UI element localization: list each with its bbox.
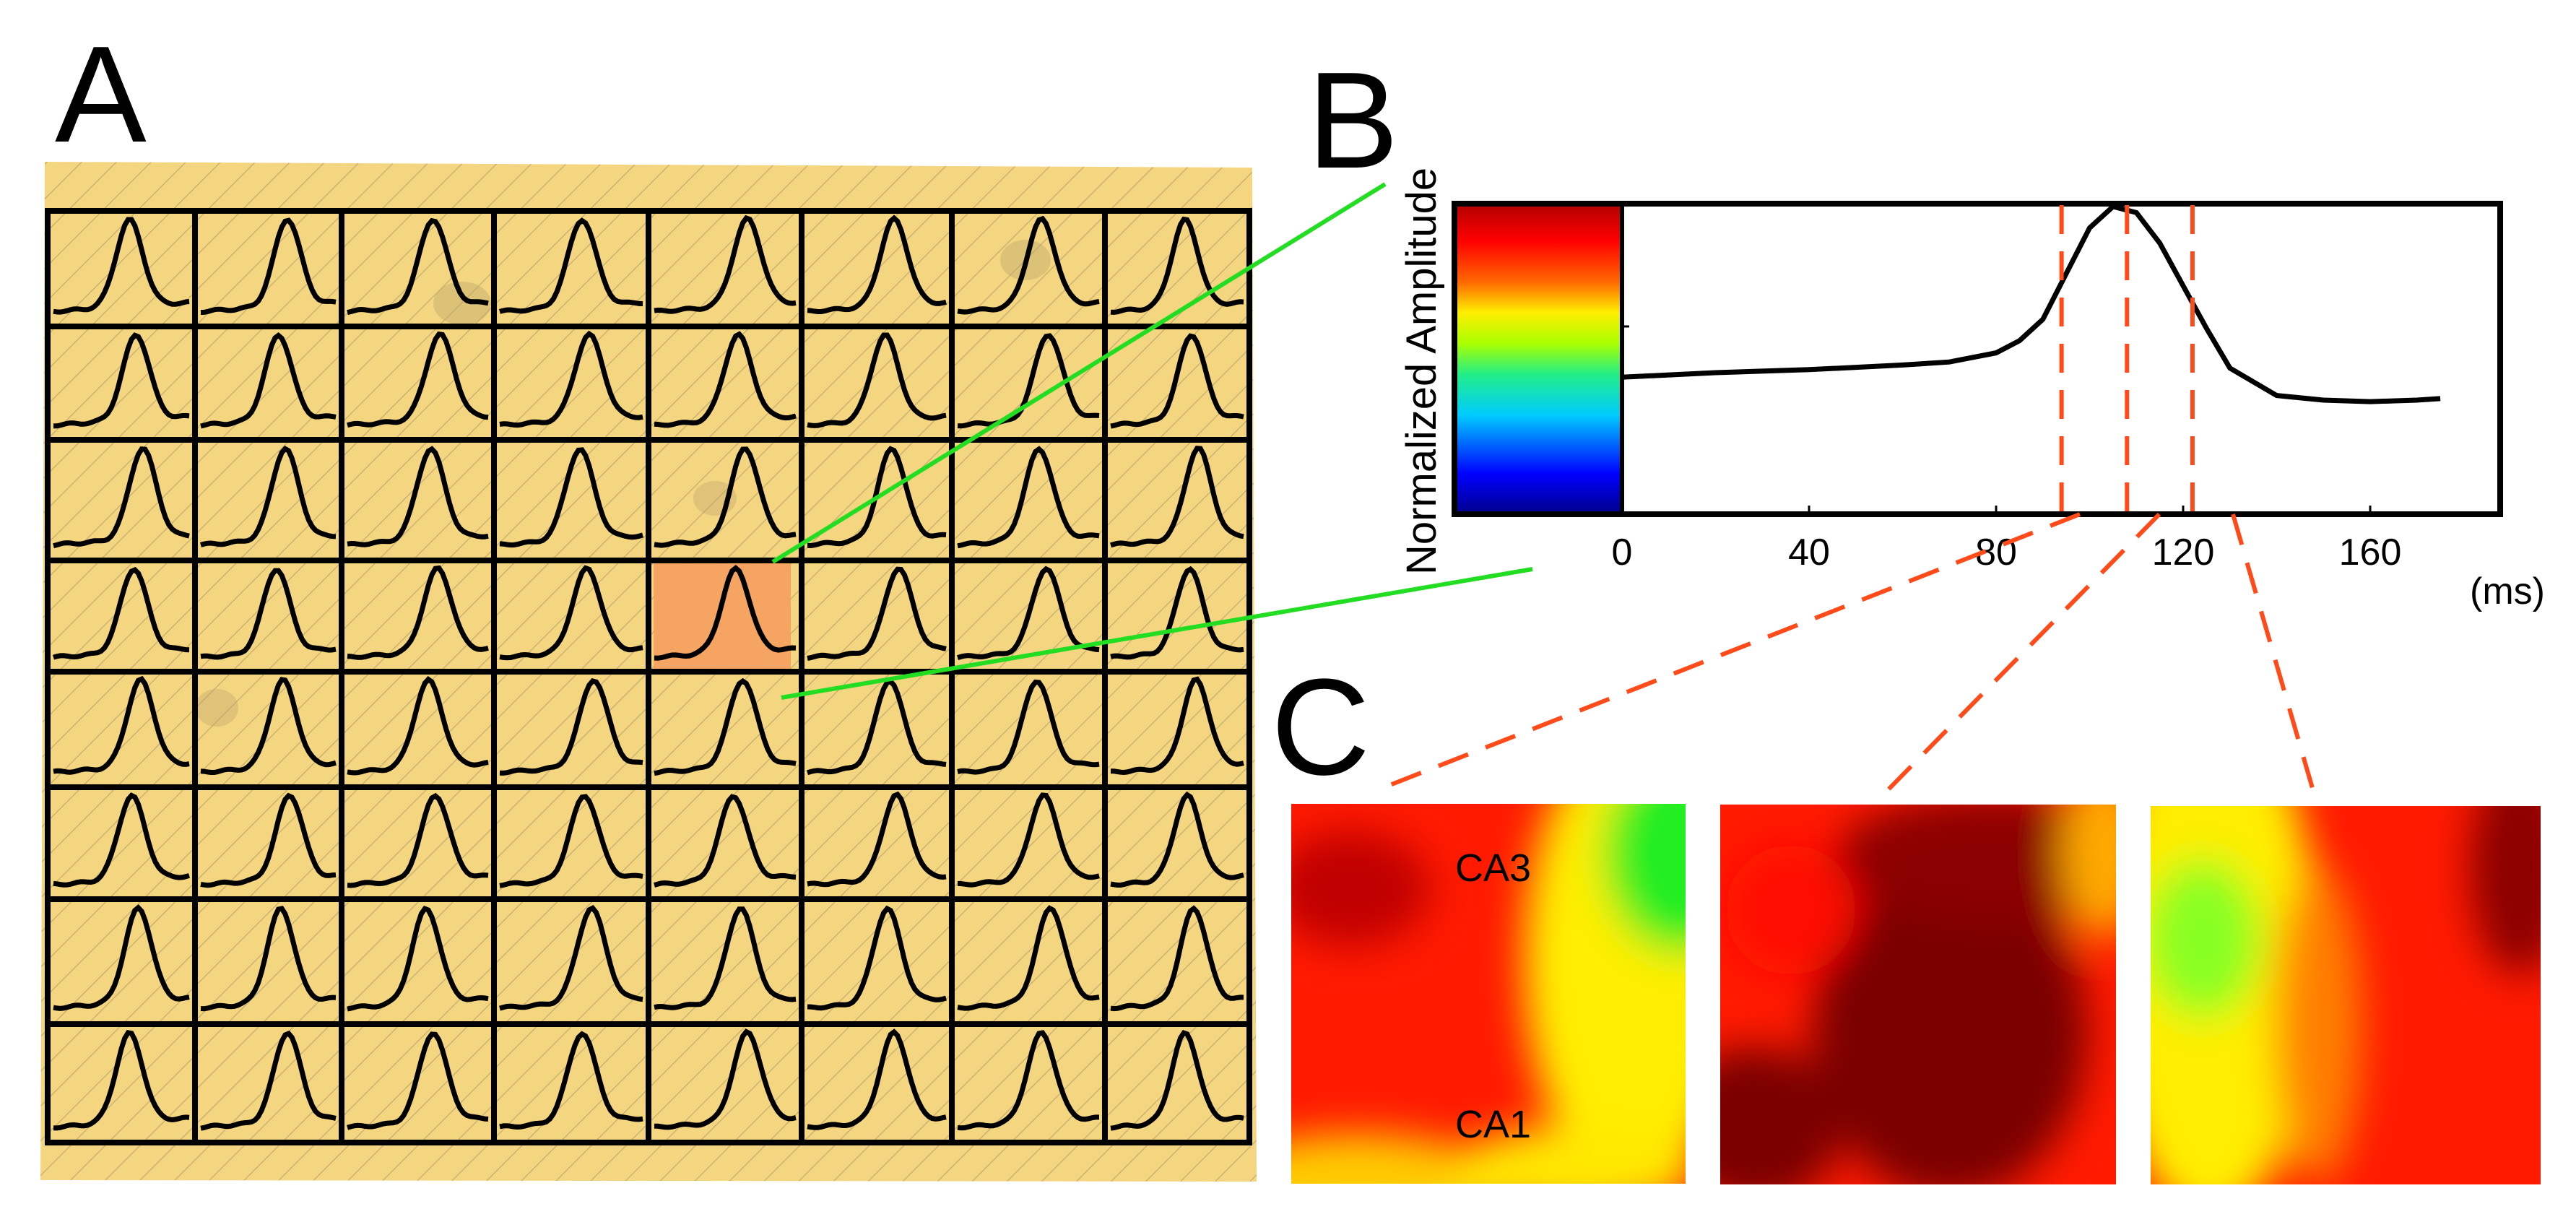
waveform-trace: [654, 331, 797, 428]
waveform-trace: [53, 566, 190, 660]
waveform-trace: [347, 676, 489, 776]
waveform-trace: [200, 792, 337, 888]
waveform-trace: [347, 1031, 489, 1130]
waveform-trace: [1110, 566, 1244, 660]
waveform-trace: [347, 905, 489, 1012]
waveform-trace: [53, 1030, 190, 1131]
waveform-trace: [53, 217, 190, 315]
waveform-trace: [499, 794, 643, 888]
waveform-trace: [200, 906, 337, 1012]
waveform-trace: [499, 217, 643, 314]
waveform-trace: [654, 565, 797, 661]
waveform-trace: [807, 332, 947, 428]
waveform-trace: [499, 904, 643, 1011]
waveform-trace: [200, 445, 337, 547]
waveform-trace: [499, 330, 643, 428]
waveform-trace: [957, 215, 1100, 315]
y-axis-label: Normalized Amplitude: [1398, 168, 1445, 575]
highlight-cell[interactable]: [654, 562, 791, 670]
waveform-trace: [53, 675, 190, 775]
connector-line-top: [771, 182, 1387, 564]
x-tick-label: 0: [1612, 532, 1633, 573]
waveform-trace: [499, 565, 643, 661]
x-tick-label: 120: [2152, 532, 2215, 573]
waveform-trace: [200, 1030, 337, 1131]
waveform-trace: [654, 906, 797, 1010]
panel-b-label: B: [1307, 44, 1399, 197]
waveform-trace: [957, 679, 1100, 775]
waveform-trace: [654, 1028, 797, 1130]
x-axis-ticks: 0 40 80 120 160: [1612, 506, 2402, 573]
waveform-trace: [1109, 446, 1244, 548]
map-1-frame: [1290, 802, 1687, 1185]
waveform-trace: [499, 447, 643, 548]
connector-line-bottom: [781, 567, 1533, 700]
waveform-trace: [1110, 1030, 1244, 1131]
time-markers: [2059, 205, 2195, 514]
panel-c-label: C: [1271, 651, 1370, 804]
marker-connectors: [1387, 512, 2316, 794]
electrode-traces: [53, 214, 1244, 1131]
waveform-trace: [807, 214, 947, 314]
waveform-trace: [957, 792, 1100, 888]
grid-cell[interactable]: [1102, 1021, 1252, 1145]
waveform-trace: [807, 446, 947, 549]
waveform-trace: [1110, 333, 1244, 429]
activation-map-1: [1291, 803, 1686, 1184]
waveform-trace: [957, 333, 1100, 429]
waveform-trace: [1110, 905, 1244, 1012]
waveform-trace: [200, 568, 337, 660]
waveform-trace: [654, 446, 797, 548]
waveform-trace: [347, 792, 489, 888]
waveform-trace: [807, 905, 947, 1011]
region-label-ca1: CA1: [1455, 1103, 1531, 1146]
waveform-trace: [53, 446, 190, 549]
waveform-trace: [957, 1030, 1099, 1131]
waveform-trace: [957, 446, 1100, 549]
waveform-trace: [1110, 216, 1244, 315]
waveform-trace: [957, 566, 1100, 660]
waveform-trace: [654, 214, 797, 314]
waveform-trace: [807, 566, 947, 661]
waveform-trace: [200, 217, 337, 315]
waveform-trace: [807, 678, 947, 776]
waveform-trace: [347, 565, 489, 660]
x-unit-label: (ms): [2470, 571, 2545, 612]
panel-a-label: A: [55, 18, 147, 171]
waveform-trace: [499, 1031, 643, 1130]
activation-map-3: [2151, 806, 2541, 1184]
waveform-trace: [807, 791, 947, 888]
activation-map-2: [1720, 805, 2116, 1184]
signal-trace: [1621, 204, 2441, 404]
waveform-trace: [1110, 676, 1244, 776]
x-tick-label: 40: [1788, 532, 1830, 573]
waveform-trace: [654, 794, 797, 888]
waveform-trace: [347, 446, 489, 547]
waveform-trace: [200, 332, 337, 429]
waveform-trace: [200, 677, 337, 775]
waveform-trace: [53, 792, 190, 888]
waveform-trace: [53, 904, 190, 1011]
region-label-ca3: CA3: [1455, 846, 1531, 890]
waveform-trace: [499, 678, 643, 776]
waveform-trace: [654, 677, 797, 776]
plot-frame: [1452, 201, 2503, 517]
waveform-trace: [957, 905, 1100, 1011]
waveform-trace: [807, 1028, 947, 1130]
waveform-trace: [347, 217, 489, 316]
waveform-trace: [347, 331, 489, 428]
x-tick-label: 160: [2339, 532, 2402, 573]
waveform-trace: [53, 332, 190, 429]
waveform-trace: [1110, 791, 1244, 888]
colorbar: [1454, 204, 1622, 514]
